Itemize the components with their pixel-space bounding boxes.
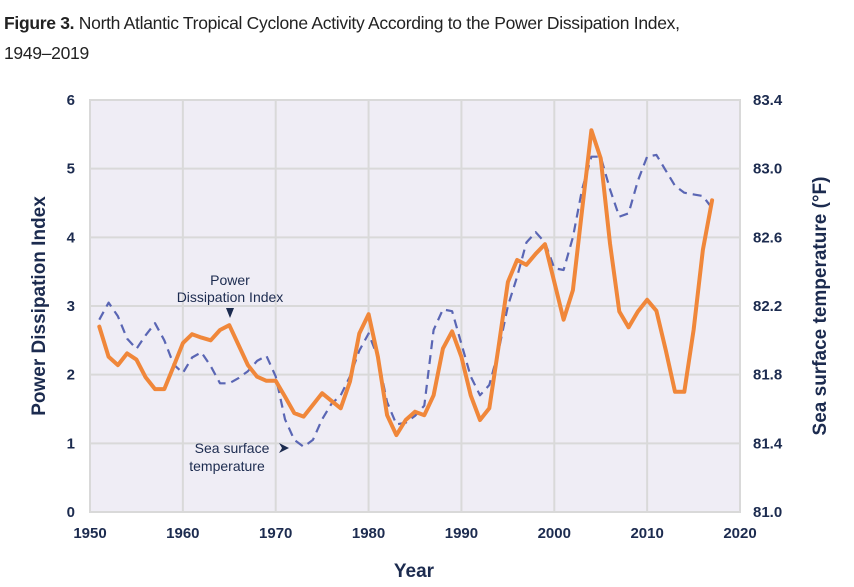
y2-tick-label: 81.4 bbox=[753, 435, 783, 452]
y2-tick-label: 81.0 bbox=[753, 504, 782, 521]
x-tick-label: 1950 bbox=[73, 525, 106, 542]
y-tick-label: 6 bbox=[67, 92, 75, 109]
y-tick-label: 4 bbox=[67, 229, 76, 246]
sst-annotation-line2: temperature bbox=[189, 458, 265, 474]
y-tick-label: 1 bbox=[67, 435, 75, 452]
pdi-annotation-arrow-icon bbox=[226, 308, 234, 318]
y-tick-label: 3 bbox=[67, 298, 75, 315]
sst-annotation-line1: Sea surface bbox=[195, 440, 270, 456]
sst-annotation-arrow-icon bbox=[279, 443, 289, 453]
figure-label: Figure 3. bbox=[4, 13, 75, 33]
x-tick-label: 2010 bbox=[630, 525, 663, 542]
figure-title-text: North Atlantic Tropical Cyclone Activity… bbox=[78, 13, 680, 33]
y-tick-label: 5 bbox=[67, 161, 75, 178]
y2-tick-label: 81.8 bbox=[753, 367, 782, 384]
x-tick-label: 2000 bbox=[538, 525, 571, 542]
x-tick-label: 1980 bbox=[352, 525, 385, 542]
y2-tick-label: 83.0 bbox=[753, 161, 782, 178]
y2-tick-label: 82.2 bbox=[753, 298, 782, 315]
y-axis-label: Power Dissipation Index bbox=[29, 196, 50, 416]
series-lines bbox=[97, 128, 715, 448]
pdi-series-line bbox=[97, 128, 715, 438]
y-tick-label: 2 bbox=[67, 367, 75, 384]
x-tick-label: 1990 bbox=[445, 525, 478, 542]
y2-tick-label: 82.6 bbox=[753, 229, 782, 246]
figure-title: Figure 3. North Atlantic Tropical Cyclon… bbox=[4, 8, 844, 68]
pdi-annotation-line1: Power bbox=[210, 272, 250, 288]
grid bbox=[89, 99, 741, 513]
y2-tick-label: 83.4 bbox=[753, 92, 783, 109]
y2-axis-label: Sea surface temperature (°F) bbox=[810, 177, 831, 436]
x-tick-label: 1970 bbox=[259, 525, 292, 542]
x-axis-label: Year bbox=[394, 561, 435, 582]
y-tick-label: 0 bbox=[67, 504, 75, 521]
figure-title-years: 1949–2019 bbox=[4, 43, 89, 63]
x-tick-label: 1960 bbox=[166, 525, 199, 542]
tick-labels: 1950 1960 1970 1980 1990 2000 2010 2020 0 1 2 3 4 5 6 8… bbox=[67, 92, 783, 542]
pdi-annotation-line2: Dissipation Index bbox=[177, 289, 284, 305]
x-tick-label: 2020 bbox=[723, 525, 756, 542]
